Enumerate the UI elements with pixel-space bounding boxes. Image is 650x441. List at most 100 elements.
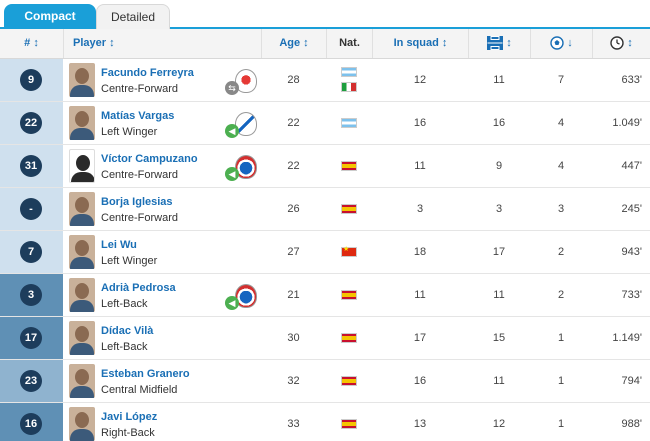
shirt-number-badge: 17 xyxy=(20,327,42,349)
goals-value: 4 xyxy=(557,117,565,129)
minutes-value: 733' xyxy=(621,289,642,301)
shirt-number-badge: 3 xyxy=(20,284,42,306)
shirt-number-cell: 31 xyxy=(0,145,63,187)
in-squad-value: 16 xyxy=(413,117,427,129)
age-value: 33 xyxy=(287,418,300,430)
column-header-age[interactable]: Age ↕ xyxy=(261,29,326,58)
minutes-value: 794' xyxy=(621,375,642,387)
appearances-value: 3 xyxy=(495,203,503,215)
age-value: 27 xyxy=(287,246,300,258)
player-name-link[interactable]: Javi López xyxy=(101,411,158,423)
player-position: Centre-Forward xyxy=(101,83,179,95)
appearances-value: 9 xyxy=(495,160,503,172)
flag-ar-icon xyxy=(341,67,357,77)
column-header-in-squad[interactable]: In squad ↕ xyxy=(372,29,468,58)
goals-value: 3 xyxy=(557,203,565,215)
flag-it-icon xyxy=(341,82,357,92)
appearances-value: 17 xyxy=(492,246,506,258)
shirt-number-cell: 16 xyxy=(0,403,63,441)
goals-value: 4 xyxy=(557,160,565,172)
player-name-link[interactable]: Facundo Ferreyra xyxy=(101,67,194,79)
shirt-number-cell: 3 xyxy=(0,274,63,316)
appearances-value: 16 xyxy=(492,117,506,129)
age-value: 21 xyxy=(287,289,300,301)
goals-sort-icon: ↓ xyxy=(567,37,573,49)
minutes-value: 1.049' xyxy=(612,117,642,129)
table-row: 9 Facundo Ferreyra Centre-Forward ⇆ 28 12 11 7 6… xyxy=(0,59,650,102)
transfer-indicator[interactable]: ◀ xyxy=(225,284,259,310)
in-squad-value: 3 xyxy=(416,203,424,215)
player-name-link[interactable]: Lei Wu xyxy=(101,239,137,251)
in-squad-value: 16 xyxy=(413,375,427,387)
table-row: 3 Adrià Pedrosa Left-Back ◀ 21 11 11 2 733' xyxy=(0,274,650,317)
goals-value: 1 xyxy=(557,332,565,344)
player-photo[interactable] xyxy=(69,106,95,140)
player-name-link[interactable]: Borja Iglesias xyxy=(101,196,173,208)
flag-es-icon xyxy=(341,333,357,343)
flag-es-icon xyxy=(341,290,357,300)
player-name-link[interactable]: Matías Vargas xyxy=(101,110,175,122)
player-photo[interactable] xyxy=(69,149,95,183)
shirt-number-badge: 23 xyxy=(20,370,42,392)
in-squad-value: 12 xyxy=(413,74,427,86)
minutes-value: 245' xyxy=(621,203,642,215)
minutes-value: 447' xyxy=(621,160,642,172)
player-photo[interactable] xyxy=(69,235,95,269)
tab-detailed[interactable]: Detailed xyxy=(96,4,170,29)
player-position: Centre-Forward xyxy=(101,212,179,224)
column-header-goals[interactable]: ↓ xyxy=(530,29,592,58)
age-value: 22 xyxy=(287,117,300,129)
column-header-number[interactable]: # ↕ xyxy=(24,37,39,49)
age-value: 28 xyxy=(287,74,300,86)
player-photo[interactable] xyxy=(69,192,95,226)
transfer-indicator[interactable]: ◀ xyxy=(225,155,259,181)
table-row: 31 Víctor Campuzano Centre-Forward ◀ 22 11 9 4 4… xyxy=(0,145,650,188)
appearances-value: 15 xyxy=(492,332,506,344)
flag-es-icon xyxy=(341,376,357,386)
column-header-player[interactable]: Player ↕ xyxy=(63,29,261,58)
tab-compact[interactable]: Compact xyxy=(4,4,96,29)
shirt-number-badge: - xyxy=(20,198,42,220)
player-name-link[interactable]: Víctor Campuzano xyxy=(101,153,198,165)
in-squad-value: 17 xyxy=(413,332,427,344)
player-position: Left Winger xyxy=(101,126,158,138)
loan-arrows-icon: ⇆ xyxy=(225,81,239,95)
shirt-number-cell: - xyxy=(0,188,63,230)
shirt-number-cell: 7 xyxy=(0,231,63,273)
minutes-value: 633' xyxy=(621,74,642,86)
transfer-indicator[interactable]: ⇆ xyxy=(225,69,259,95)
shirt-number-badge: 16 xyxy=(20,413,42,435)
in-squad-value: 18 xyxy=(413,246,427,258)
table-row: 7 Lei Wu Left Winger 27 18 17 2 943' xyxy=(0,231,650,274)
player-photo[interactable] xyxy=(69,364,95,398)
player-position: Central Midfield xyxy=(101,384,178,396)
player-photo[interactable] xyxy=(69,407,95,441)
player-photo[interactable] xyxy=(69,63,95,97)
in-squad-value: 11 xyxy=(414,160,426,172)
column-header-minutes[interactable]: ↕ xyxy=(592,29,650,58)
in-squad-value: 13 xyxy=(413,418,427,430)
table-row: 17 Dídac Vilà Left-Back 30 17 15 1 1.149' xyxy=(0,317,650,360)
transfer-indicator[interactable]: ◀ xyxy=(225,112,259,138)
goals-value: 2 xyxy=(557,246,565,258)
joined-arrow-icon: ◀ xyxy=(225,296,239,310)
shirt-number-badge: 22 xyxy=(20,112,42,134)
column-header-appearances[interactable]: ↕ xyxy=(468,29,530,58)
age-value: 30 xyxy=(287,332,300,344)
table-row: 22 Matías Vargas Left Winger ◀ 22 16 16 4 1.049' xyxy=(0,102,650,145)
player-name-link[interactable]: Adrià Pedrosa xyxy=(101,282,176,294)
player-position: Left-Back xyxy=(101,298,148,310)
age-value: 22 xyxy=(287,160,300,172)
table-row: - Borja Iglesias Centre-Forward 26 3 3 3 245' xyxy=(0,188,650,231)
view-tabs: Compact Detailed xyxy=(0,0,650,29)
player-name-link[interactable]: Esteban Granero xyxy=(101,368,190,380)
minutes-sort-icon: ↕ xyxy=(627,37,633,49)
player-photo[interactable] xyxy=(69,321,95,355)
joined-arrow-icon: ◀ xyxy=(225,124,239,138)
player-photo[interactable] xyxy=(69,278,95,312)
ball-icon xyxy=(550,36,564,50)
table-row: 16 Javi López Right-Back 33 13 12 1 988' xyxy=(0,403,650,441)
shirt-number-badge: 9 xyxy=(20,69,42,91)
player-name-link[interactable]: Dídac Vilà xyxy=(101,325,154,337)
player-position: Centre-Forward xyxy=(101,169,179,181)
